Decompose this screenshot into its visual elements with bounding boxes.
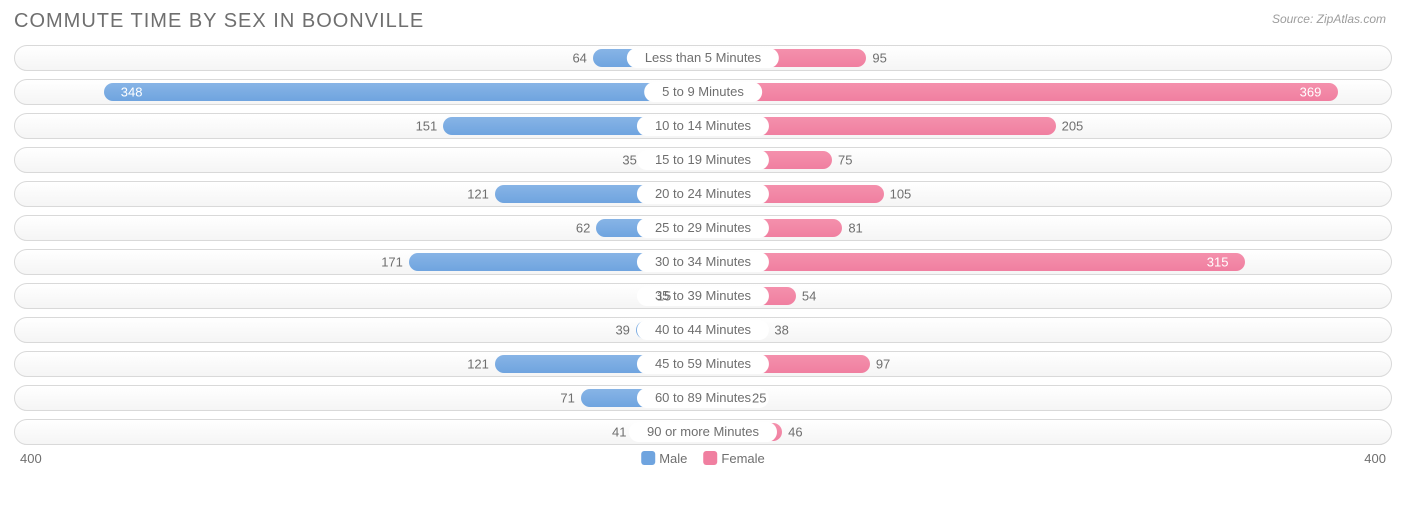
axis-left-max: 400 xyxy=(20,451,42,466)
chart-rows: Less than 5 Minutes 64 95 5 to 9 Minutes 348… xyxy=(14,45,1392,445)
category-label: 20 to 24 Minutes xyxy=(637,184,769,204)
category-label: 45 to 59 Minutes xyxy=(637,354,769,374)
value-female: 105 xyxy=(890,187,912,202)
axis-right-max: 400 xyxy=(1364,451,1386,466)
bar-row: 30 to 34 Minutes 171 315 xyxy=(14,249,1392,275)
legend-swatch-male xyxy=(641,451,655,465)
category-label: 60 to 89 Minutes xyxy=(637,388,769,408)
category-label: 10 to 14 Minutes xyxy=(637,116,769,136)
bar-row: 10 to 14 Minutes 151 205 xyxy=(14,113,1392,139)
legend-label-male: Male xyxy=(659,451,687,466)
bar-row: 5 to 9 Minutes 348 369 xyxy=(14,79,1392,105)
axis-legend-row: 400 Male Female 400 xyxy=(14,451,1392,473)
legend: Male Female xyxy=(641,451,765,466)
bar-row: 35 to 39 Minutes1554 xyxy=(14,283,1392,309)
category-label: 5 to 9 Minutes xyxy=(644,82,762,102)
value-female: 97 xyxy=(876,357,890,372)
value-male: 64 xyxy=(572,51,586,66)
value-male: 348 xyxy=(121,85,143,100)
value-female: 205 xyxy=(1062,119,1084,134)
value-male: 15 xyxy=(657,289,671,304)
value-female: 25 xyxy=(752,391,766,406)
value-female: 46 xyxy=(788,425,802,440)
value-female: 38 xyxy=(774,323,788,338)
bar-row: 15 to 19 Minutes35 75 xyxy=(14,147,1392,173)
bar-female xyxy=(703,83,1338,101)
value-male: 71 xyxy=(560,391,574,406)
legend-item-male: Male xyxy=(641,451,687,466)
value-male: 41 xyxy=(612,425,626,440)
bar-row: 90 or more Minutes41 46 xyxy=(14,419,1392,445)
bar-row: 45 to 59 Minutes 121 97 xyxy=(14,351,1392,377)
source-attribution: Source: ZipAtlas.com xyxy=(1272,12,1386,26)
value-male: 121 xyxy=(467,357,489,372)
value-male: 151 xyxy=(416,119,438,134)
legend-item-female: Female xyxy=(703,451,764,466)
value-male: 39 xyxy=(615,323,629,338)
chart-title: Commute Time by Sex in Boonville xyxy=(14,10,1392,33)
value-male: 35 xyxy=(622,153,636,168)
bar-row: 25 to 29 Minutes 62 81 xyxy=(14,215,1392,241)
bar-row: 60 to 89 Minutes 71 25 xyxy=(14,385,1392,411)
bar-row: 20 to 24 Minutes 121 105 xyxy=(14,181,1392,207)
category-label: 25 to 29 Minutes xyxy=(637,218,769,238)
value-male: 121 xyxy=(467,187,489,202)
legend-label-female: Female xyxy=(721,451,764,466)
value-female: 369 xyxy=(1300,85,1322,100)
category-label: 40 to 44 Minutes xyxy=(637,320,769,340)
category-label: 15 to 19 Minutes xyxy=(637,150,769,170)
value-female: 75 xyxy=(838,153,852,168)
category-label: 90 or more Minutes xyxy=(629,422,777,442)
category-label: 30 to 34 Minutes xyxy=(637,252,769,272)
value-female: 81 xyxy=(848,221,862,236)
bar-female xyxy=(703,253,1245,271)
value-female: 315 xyxy=(1207,255,1229,270)
value-male: 62 xyxy=(576,221,590,236)
chart-container: Commute Time by Sex in Boonville Source:… xyxy=(0,0,1406,523)
legend-swatch-female xyxy=(703,451,717,465)
category-label: Less than 5 Minutes xyxy=(627,48,779,68)
bar-row: 40 to 44 Minutes 39 38 xyxy=(14,317,1392,343)
value-female: 95 xyxy=(872,51,886,66)
bar-male xyxy=(104,83,703,101)
bar-row: Less than 5 Minutes 64 95 xyxy=(14,45,1392,71)
value-male: 171 xyxy=(381,255,403,270)
value-female: 54 xyxy=(802,289,816,304)
